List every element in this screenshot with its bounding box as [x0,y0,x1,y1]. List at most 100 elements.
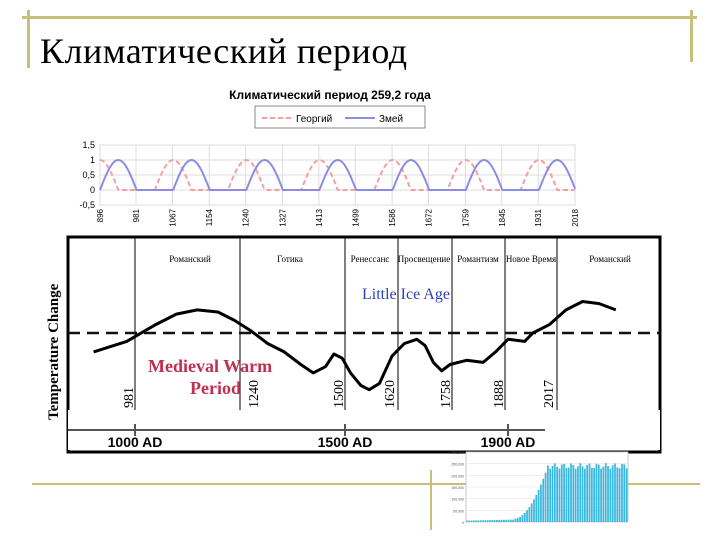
cycle-ytick: 1,5 [82,140,95,150]
inset-bar [590,467,593,522]
year-marker: 981 [122,387,137,408]
inset-bar [475,520,477,522]
inset-bar [514,518,517,522]
legend-label-zmey: Змей [379,114,403,125]
cycle-xtick: 2018 [571,208,580,226]
inset-bar [468,520,471,522]
inset-bar [500,519,503,522]
cycle-ytick: 0 [90,185,95,195]
decor-horizontal-line [22,16,697,19]
inset-bar [604,463,607,522]
cycle-xtick: 1845 [498,208,507,226]
inset-bar [537,489,540,522]
cycle-ytick: 0,5 [82,170,95,180]
cycle-chart-title: Климатический период 259,2 года [229,88,431,102]
cycle-series-line-0 [99,158,575,191]
inset-bar [618,468,621,522]
inset-bar [472,520,475,522]
temperature-ylabel: Temperature Change [46,283,62,420]
inset-bar [574,468,577,522]
inset-bar [551,465,554,522]
period-name: Новое Время [506,254,556,264]
inset-bar [614,463,616,522]
inset-bar [505,519,508,522]
temp-xtick-label: 1000 AD [108,434,163,450]
inset-bar [588,463,591,522]
year-marker: 1888 [492,380,507,408]
inset-bar [512,519,515,522]
temp-frame [66,235,662,454]
inset-bar [586,464,589,522]
cycle-series-line-1 [99,158,576,191]
inset-bar [526,510,528,522]
cycle-ytick: -0,5 [79,200,95,210]
inset-bar [516,518,519,522]
cycle-series [99,158,576,191]
period-name: Романский [589,254,631,264]
year-marker: 1240 [247,380,262,408]
inset-bar [581,466,584,522]
inset-bar [549,468,552,522]
inset-bar [466,520,468,522]
inset-bar [602,466,605,522]
medieval-warm-label-line1: Medieval Warm [148,356,272,376]
little-ice-age-label: Little Ice Age [362,286,450,303]
inset-bar [565,468,568,522]
cycle-xtick: 1413 [315,208,324,226]
inset-bar [528,507,531,522]
inset-ytick: 300,000 [451,451,464,455]
temp-xtick-label: 1900 AD [481,434,536,450]
slide-title: Климатический период [40,31,408,71]
inset-bar [572,465,575,522]
period-name: Романский [169,254,211,264]
cycle-xtick: 1672 [425,208,434,226]
inset-bar [609,468,612,522]
period-name: Просвещение [398,254,450,264]
cycle-xtick: 1154 [205,208,214,226]
temperature-labels: 1000 AD 1500 AD 1900 AD Романский Готика Рене… [108,254,631,450]
temperature-frame [66,235,662,454]
inset-bar [519,516,521,522]
decor-bottom-vertical [430,470,432,530]
cycle-ytick: 1 [90,155,95,165]
inset-bar [477,520,480,522]
year-marker: 1620 [383,380,398,408]
inset-bar [567,467,570,522]
cycle-xtick: 1240 [242,208,251,226]
decor-vertical-line [27,10,30,68]
inset-bar [496,519,498,522]
inset-bar [553,463,556,522]
inset-bar [623,464,626,522]
inset-bar [621,463,623,522]
inset-ytick: 0 [462,521,464,525]
inset-bar [600,468,602,522]
temp-curve-line [93,300,617,392]
legend-label-georgy: Георгий [296,114,332,125]
inset-bar [470,520,473,522]
inset-bar [533,499,535,522]
inset-bar [595,463,598,522]
inset-bar [479,520,482,522]
inset-bar [607,466,609,522]
inset-bar [498,519,501,522]
inset-bar [486,520,489,522]
inset-bar [482,520,484,522]
inset-ytick: 250,000 [451,463,464,467]
inset-bar [493,520,496,522]
inset-bar [542,478,545,522]
period-name: Готика [277,254,303,264]
legend-box [254,105,426,129]
inset-ytick: 100,000 [451,498,464,502]
inset-bar [521,515,524,522]
inset-bar [570,463,572,522]
inset-bar [544,472,547,522]
inset-bar [491,520,494,522]
inset-bar [489,520,491,522]
year-marker: 1758 [439,380,454,408]
inset-bar [556,466,558,522]
cycle-xtick: 1931 [534,208,543,226]
inset-bar [484,520,487,522]
year-marker: 2017 [542,380,557,408]
inset-bar [625,468,628,522]
